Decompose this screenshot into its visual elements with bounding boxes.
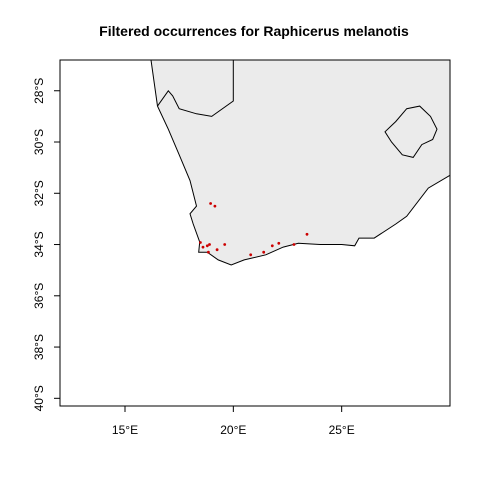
lesotho-outline bbox=[384, 105, 438, 158]
y-tick-label: 34°S bbox=[32, 231, 46, 257]
occurrence-point bbox=[215, 248, 219, 252]
occurrence-point bbox=[262, 250, 266, 254]
y-tick-label: 32°S bbox=[32, 180, 46, 206]
occurrence-point bbox=[305, 232, 309, 236]
occurrence-point bbox=[277, 241, 281, 245]
y-tick-label: 30°S bbox=[32, 129, 46, 155]
map-title: Filtered occurrences for Raphicerus mela… bbox=[99, 23, 409, 39]
occurrence-point bbox=[292, 243, 296, 246]
occurrence-point bbox=[249, 253, 253, 257]
x-tick-label: 15°E bbox=[112, 423, 138, 437]
axis-layer: 15°E 20°E 25°E 28°S 30°S 32°S 34°S 36°S 38°S 40°S bbox=[32, 78, 355, 437]
y-tick-label: 28°S bbox=[32, 78, 46, 104]
occurrence-point bbox=[207, 250, 210, 254]
land-area bbox=[150, 60, 450, 266]
occurrence-point bbox=[199, 241, 202, 244]
occurrence-point bbox=[270, 244, 274, 248]
occurrence-point bbox=[223, 243, 227, 246]
occurrence-point bbox=[209, 202, 213, 205]
x-tick-label: 25°E bbox=[329, 423, 355, 437]
y-tick-label: 40°S bbox=[32, 385, 46, 411]
plot-layer bbox=[150, 60, 450, 266]
y-tick-label: 36°S bbox=[32, 283, 46, 309]
y-tick-label: 38°S bbox=[32, 334, 46, 360]
occurrence-point bbox=[208, 243, 211, 246]
border-line bbox=[157, 60, 234, 117]
plot-frame bbox=[59, 59, 451, 407]
occurrence-point bbox=[213, 204, 217, 208]
occurrence-point bbox=[205, 244, 209, 248]
x-tick-label: 20°E bbox=[220, 423, 246, 437]
occurrence-point bbox=[201, 245, 205, 249]
